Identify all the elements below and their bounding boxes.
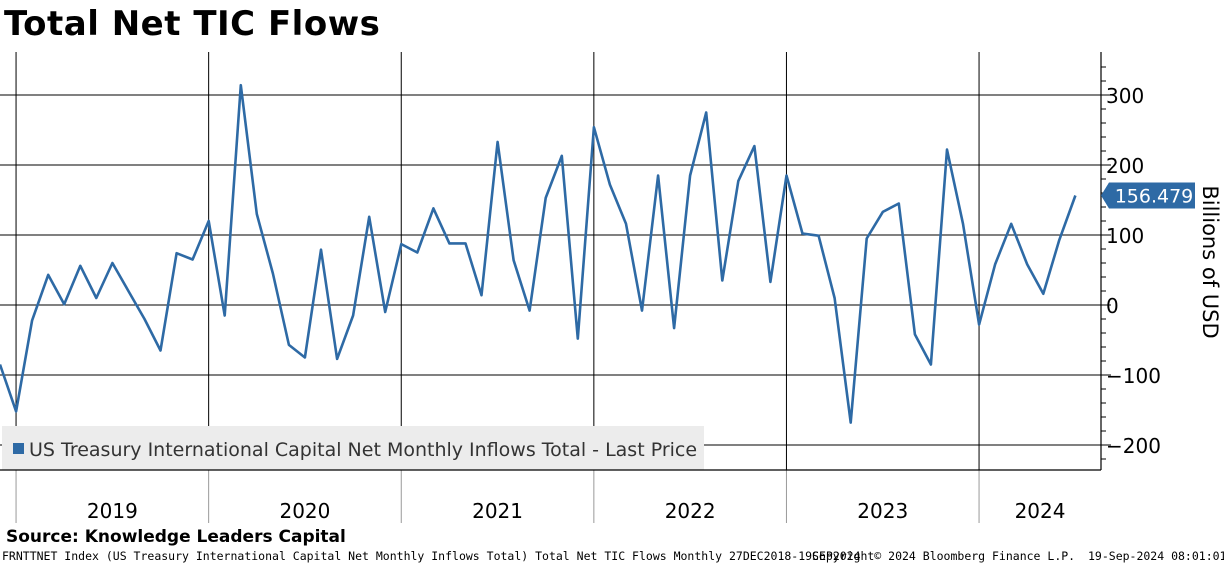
footer-timestamp: 19-Sep-2024 08:01:01 [1088,549,1224,563]
x-axis: 2019 2020 2021 2022 2023 2024 [0,469,1101,523]
series-line [0,83,1077,424]
y-tick-label: −200 [1106,434,1161,458]
footer-copyright: Copyright© 2024 Bloomberg Finance L.P. [812,549,1076,563]
x-tick-label: 2022 [665,499,716,523]
y-tick-label: 200 [1106,154,1144,178]
footer-description: FRNTTNET Index (US Treasury Internationa… [2,549,861,563]
y-axis: −200 −100 0 100 200 300 [1100,52,1161,470]
y-tick-label: 300 [1106,84,1144,108]
y-tick-label: −100 [1106,364,1161,388]
source-note: Source: Knowledge Leaders Capital [6,527,346,547]
y-tick-label: 100 [1106,224,1144,248]
last-value-label: 156.479 [1115,185,1194,207]
legend-swatch [13,443,24,454]
chart-title: Total Net TIC Flows [4,4,381,44]
y-tick-label: 0 [1106,294,1119,318]
last-value-tag-shape [1101,182,1195,209]
x-tick-label: 2023 [857,499,908,523]
legend-background [2,426,704,470]
x-tick-label: 2019 [87,499,138,523]
x-tick-label: 2021 [472,499,523,523]
x-tick-label: 2024 [1015,499,1066,523]
plot-area [0,52,1101,470]
y-axis-title: Billions of USD [1198,185,1222,338]
legend: US Treasury International Capital Net Mo… [2,426,704,470]
legend-label: US Treasury International Capital Net Mo… [29,439,697,461]
last-value-tag: 156.479 [1101,182,1195,209]
x-tick-label: 2020 [279,499,330,523]
